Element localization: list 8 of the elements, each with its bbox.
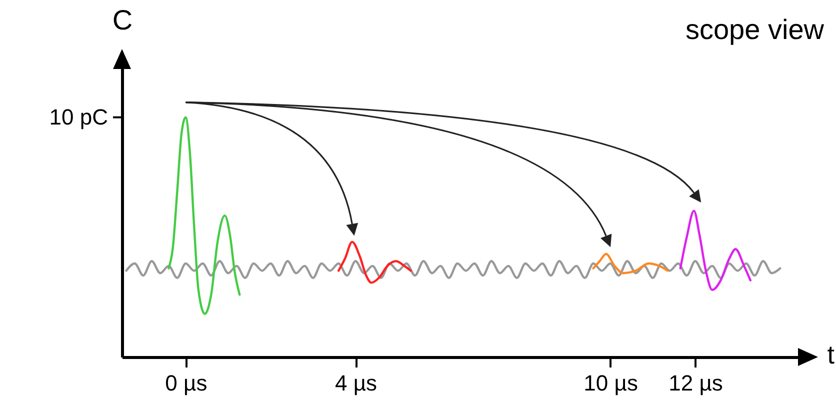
x-tick-label: 10 µs: [584, 370, 638, 396]
chart-title: scope view: [685, 14, 825, 45]
x-tick-label: 4 µs: [335, 370, 378, 396]
x-tick-label: 0 µs: [165, 370, 208, 396]
x-axis-title: t: [827, 340, 836, 370]
text: 10 pC: [49, 104, 108, 130]
y-axis-title: C: [112, 4, 133, 36]
x-tick-label: 12 µs: [668, 370, 723, 396]
